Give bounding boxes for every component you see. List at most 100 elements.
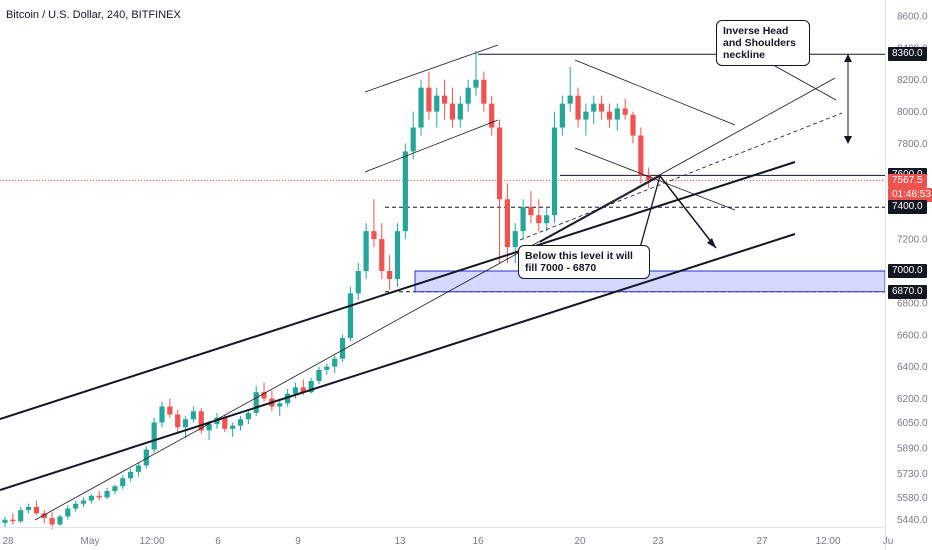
- candle-body: [41, 513, 47, 519]
- x-tick-label: 12:00: [139, 536, 164, 547]
- neckline-dashed: [519, 112, 843, 241]
- candle-body: [630, 114, 636, 136]
- candle-body: [261, 392, 267, 399]
- range-arrow-bottom: [844, 136, 852, 144]
- candle-body: [465, 87, 471, 104]
- candle-body: [646, 175, 652, 181]
- candle-body: [583, 111, 589, 120]
- trendlines: [0, 44, 852, 521]
- candle-body: [198, 411, 204, 431]
- falling-channel-top: [574, 59, 736, 126]
- candle-body: [175, 414, 181, 428]
- candle-body: [206, 424, 212, 431]
- candle-body: [277, 403, 283, 407]
- candle-body: [591, 103, 597, 112]
- diagonal-trendline: [34, 77, 836, 521]
- arrow-down-head: [707, 238, 716, 248]
- candle-body: [73, 503, 79, 509]
- candle-body: [159, 406, 165, 423]
- y-tick-label: 5580.0: [897, 493, 928, 504]
- y-tick-label: 5730.0: [897, 469, 928, 480]
- candle-body: [253, 392, 259, 413]
- candle-body: [559, 103, 565, 128]
- candle-body: [135, 465, 142, 472]
- candle-body: [402, 151, 408, 232]
- candle-body: [245, 412, 251, 420]
- x-tick-label: 20: [574, 536, 586, 547]
- y-tick-label: 6050.0: [897, 418, 928, 429]
- candle-body: [112, 486, 118, 491]
- candle-body: [292, 387, 299, 394]
- candle-body: [544, 215, 550, 224]
- candle-body: [339, 337, 346, 359]
- x-tick-label: May: [81, 536, 100, 547]
- candle-body: [457, 103, 463, 120]
- candle-body: [442, 95, 448, 104]
- candle-body: [394, 231, 401, 279]
- candle-body: [332, 358, 338, 367]
- y-tick-label: 7800.0: [897, 139, 928, 150]
- candle-body: [638, 135, 644, 176]
- candle-body: [25, 506, 32, 511]
- candle-body: [387, 271, 393, 279]
- x-tick-label: 23: [652, 536, 664, 547]
- candle-body: [167, 406, 173, 415]
- y-tick-label: 6600.0: [897, 330, 928, 341]
- candle-body: [528, 207, 534, 216]
- candle-body: [512, 231, 518, 248]
- candle-body: [520, 207, 526, 232]
- candle-body: [606, 111, 613, 120]
- candle-body: [57, 516, 63, 525]
- callout-pointer: [774, 65, 837, 101]
- candle-body: [104, 490, 110, 498]
- x-tick-label: 9: [295, 536, 301, 547]
- candle-body: [473, 79, 479, 88]
- candle-body: [230, 425, 236, 429]
- y-axis-border: [885, 0, 886, 550]
- candle-body: [363, 231, 369, 272]
- candle-body: [2, 519, 8, 523]
- y-tick-label: 8000.0: [897, 107, 928, 118]
- candle-body: [551, 127, 558, 216]
- arrow-to-callout-b: [637, 175, 661, 256]
- upper-channel-line: [0, 161, 796, 420]
- candle-body: [599, 103, 605, 112]
- x-tick-label: 16: [472, 536, 484, 547]
- rising-wedge-top: [364, 44, 499, 93]
- arrow-down: [659, 175, 717, 249]
- candle-body: [622, 108, 628, 115]
- candle-body: [418, 87, 424, 128]
- price-tag: 6870.0: [888, 284, 927, 299]
- y-tick-label: 6200.0: [897, 394, 928, 405]
- x-axis: 28 May 12:00 6 9 13 16 20 23 27 12:00 Ju: [2, 536, 893, 547]
- y-tick-label: 5890.0: [897, 443, 928, 454]
- x-tick-label: 6: [215, 536, 221, 547]
- candle-body: [434, 95, 440, 112]
- price-tag: 8360.0: [888, 47, 927, 62]
- candle-body: [18, 510, 24, 522]
- candle-body: [128, 471, 134, 479]
- candle-body: [49, 518, 55, 525]
- candle-body: [489, 103, 495, 128]
- horizontal-levels: [0, 53, 885, 293]
- candle-body: [379, 239, 385, 272]
- candle-body: [449, 103, 456, 120]
- candle-body: [285, 393, 291, 404]
- candle-body: [614, 108, 620, 120]
- candle-body: [222, 417, 228, 429]
- x-tick-label: 27: [756, 536, 768, 547]
- price-tag: 7400.0: [888, 200, 927, 215]
- candle-body: [567, 95, 573, 104]
- y-tick-label: 7200.0: [897, 235, 928, 246]
- y-tick-label: 5440.0: [897, 515, 928, 526]
- candle-body: [190, 411, 196, 420]
- candles: [2, 51, 652, 530]
- candle-body: [410, 127, 416, 152]
- price-tag: 7000.0: [888, 264, 927, 278]
- lower-channel-line: [0, 233, 796, 491]
- candle-body: [481, 79, 487, 104]
- candle-body: [65, 508, 71, 517]
- candle-body: [355, 271, 361, 294]
- candle-body: [575, 95, 581, 120]
